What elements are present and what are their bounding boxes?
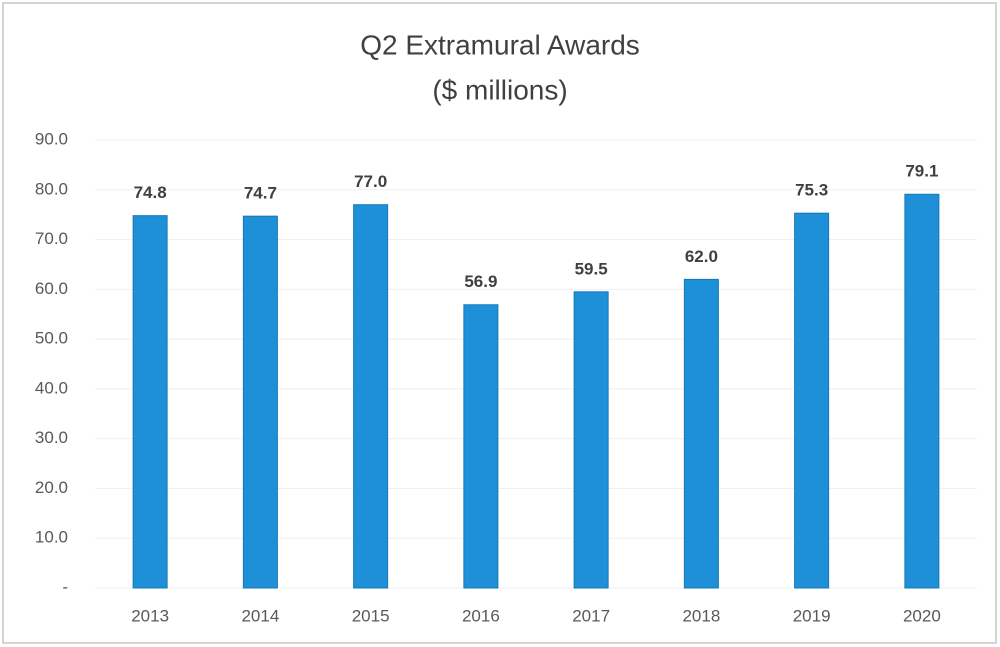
y-tick-label: - xyxy=(62,577,68,596)
bar xyxy=(242,215,278,589)
y-tick-label: 10.0 xyxy=(35,528,68,547)
bar xyxy=(683,278,719,589)
data-label: 74.8 xyxy=(134,183,167,202)
y-tick-label: 90.0 xyxy=(35,129,68,148)
bar xyxy=(573,291,609,589)
y-tick-label: 80.0 xyxy=(35,179,68,198)
bar xyxy=(353,204,389,589)
x-tick-label: 2014 xyxy=(241,606,279,625)
chart-subtitle: ($ millions) xyxy=(432,74,567,105)
bar xyxy=(132,215,168,589)
data-label: 62.0 xyxy=(685,247,718,266)
x-tick-label: 2020 xyxy=(903,606,941,625)
bar xyxy=(794,212,830,589)
x-tick-label: 2017 xyxy=(572,606,610,625)
y-tick-label: 60.0 xyxy=(35,279,68,298)
bar xyxy=(904,193,940,589)
data-label: 75.3 xyxy=(795,181,828,200)
y-tick-label: 50.0 xyxy=(35,329,68,348)
x-tick-label: 2018 xyxy=(682,606,720,625)
data-label: 56.9 xyxy=(464,272,497,291)
x-tick-label: 2016 xyxy=(462,606,500,625)
x-tick-label: 2015 xyxy=(352,606,390,625)
x-tick-label: 2013 xyxy=(131,606,169,625)
chart-title: Q2 Extramural Awards xyxy=(360,29,640,60)
data-label: 77.0 xyxy=(354,172,387,191)
y-tick-label: 30.0 xyxy=(35,428,68,447)
y-tick-label: 40.0 xyxy=(35,378,68,397)
y-tick-label: 20.0 xyxy=(35,478,68,497)
x-tick-label: 2019 xyxy=(793,606,831,625)
data-label: 74.7 xyxy=(244,184,277,203)
bar xyxy=(463,304,499,589)
data-label: 79.1 xyxy=(905,162,938,181)
data-label: 59.5 xyxy=(575,259,608,278)
y-tick-label: 70.0 xyxy=(35,229,68,248)
